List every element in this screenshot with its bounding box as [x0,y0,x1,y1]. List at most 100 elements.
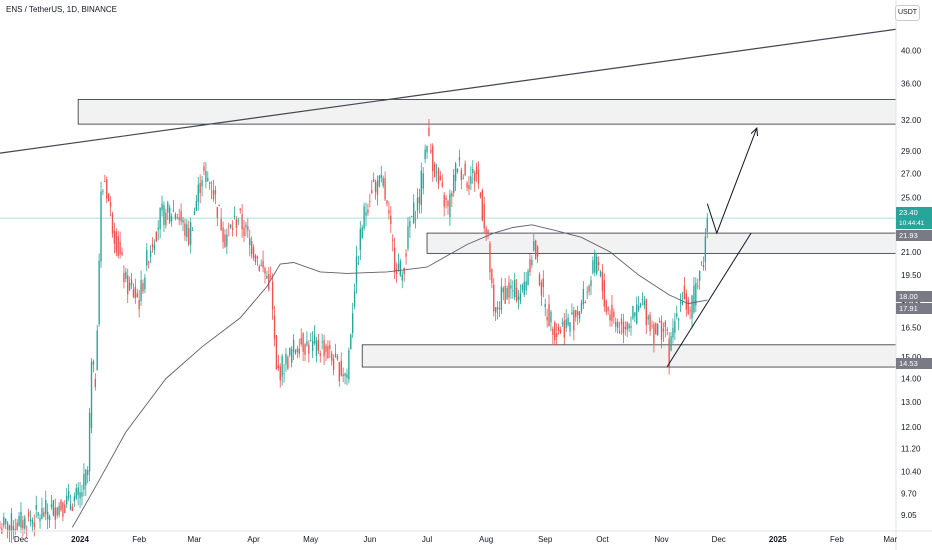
candle-body [359,228,361,250]
candle-body [475,166,478,175]
candle-body [664,321,667,328]
candle-body [317,340,320,351]
candle-body [397,263,400,270]
candle-body [125,271,127,279]
candle-body [271,281,274,310]
candle-body [233,215,236,217]
candle-body [525,281,527,291]
candle-body [698,270,701,281]
price-tick-label: 19.50 [901,271,922,280]
candle-body [123,273,125,282]
countdown-tag: 10:44:41 [896,218,932,229]
candle-body [437,168,440,184]
candle-body [75,488,77,499]
candle-body [550,311,552,323]
candle-body [411,216,413,217]
candle-body [658,321,661,323]
candle-body [538,274,541,285]
candle-body [41,507,43,520]
candle-body [113,230,116,244]
candle-body [207,178,209,181]
candle-body [310,340,312,342]
candle-body [597,262,600,266]
moving-average-line [72,224,708,528]
candle-body [16,522,18,530]
price-axis: 9.05 9.70 10.40 11.20 12.00 13.00 14.00 15.00 16… [901,46,922,520]
candle-body [209,182,211,185]
candle-body [542,278,545,287]
candle-body [378,175,381,187]
candle-body [615,322,617,327]
candle-body [306,341,308,346]
candle-body [290,349,293,363]
currency-unit-button[interactable]: USDT [895,5,920,21]
candle-body [170,216,173,222]
candle-body [153,244,156,250]
candle-body [33,522,36,527]
candle-body [262,260,264,268]
candle-body [433,164,436,178]
candle-body [140,279,142,302]
candle-body [155,232,158,242]
candle-body [22,520,24,529]
candle-body [20,511,22,528]
candle-body [94,378,97,388]
candle-body [613,311,615,318]
candle-body [361,227,363,238]
candles-layer [0,119,708,543]
candle-body [380,174,382,179]
candle-body [237,220,239,222]
candle-body [157,227,159,230]
candle-body [483,203,485,229]
candle-body [161,203,163,211]
candle-body [191,230,194,231]
price-tick-label: 10.40 [901,468,922,477]
candle-body [134,286,137,299]
candle-body [281,356,283,377]
time-tick-label: Oct [596,535,609,544]
candle-body [449,193,451,218]
candle-body [115,231,117,253]
candle-body [706,218,708,232]
price-tick-label: 11.20 [901,444,921,453]
candle-body [504,286,506,304]
candle-body [184,223,186,236]
candle-body [210,191,213,193]
candle-body [151,244,154,248]
time-tick-label: May [303,535,318,544]
candle-body [300,337,302,345]
candle-body [603,280,606,307]
candle-body [472,169,474,173]
candle-body [285,353,287,365]
candle-body [292,339,295,352]
candle-body [420,170,422,206]
candle-body [218,204,220,206]
time-tick-label: Feb [830,535,844,544]
candle-body [508,282,510,298]
time-axis: Dec 2024 Feb Mar Apr May Jun Jul Aug Sep Oct Nov Dec… [14,535,898,544]
candle-body [554,322,556,341]
candle-body [662,328,665,332]
candle-body [559,329,562,334]
candle-body [27,512,30,517]
candle-body [323,340,325,357]
candle-body [62,502,64,517]
candle-body [565,319,567,328]
candle-body [382,178,384,186]
candle-body [182,219,184,223]
candle-body [575,309,577,318]
candle-body [268,274,270,290]
candle-body [403,267,405,275]
candle-body [66,496,68,505]
price-tick-label: 15.00 [901,353,922,362]
candle-body [689,310,691,312]
time-tick-label: Aug [479,535,493,544]
candle-body [493,284,495,312]
candle-body [584,302,586,304]
candle-body [58,505,60,515]
support-trendline [666,232,752,367]
time-tick-label: 2025 [769,535,787,544]
candle-body [273,315,276,339]
candle-body [331,353,333,361]
